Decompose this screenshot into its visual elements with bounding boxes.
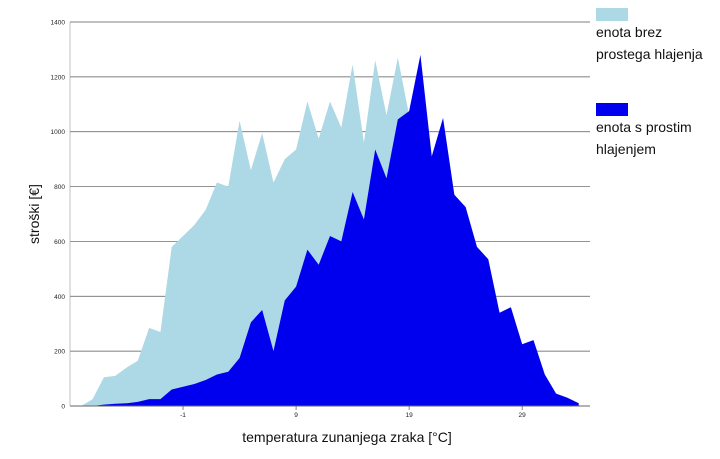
legend-item-brez: enota brez prostega hlajenja [596, 8, 716, 65]
y-tick-label: 1000 [51, 129, 66, 136]
legend-label-prostim: enota s prostim hlajenjem [596, 119, 692, 157]
y-axis-title: stroški [€] [26, 184, 42, 244]
y-tick-label: 600 [54, 239, 65, 246]
x-axis-title: temperatura zunanjega zraka [°C] [242, 429, 452, 445]
legend-item-prostim: enota s prostim hlajenjem [596, 103, 716, 160]
x-tick-labels: -1 9 19 29 [180, 406, 526, 419]
legend-swatch-prostim [596, 103, 628, 116]
legend-2: enota s prostim hlajenjem [596, 103, 716, 160]
series-areas [81, 54, 579, 407]
series-area-1 [81, 54, 579, 407]
y-tick-label: 200 [54, 349, 65, 356]
x-tick-label: 9 [294, 412, 298, 419]
y-tick-label: 1200 [51, 74, 66, 81]
y-tick-label: 0 [61, 404, 65, 411]
legend-label-brez: enota brez prostega hlajenja [596, 24, 703, 62]
y-tick-label: 800 [54, 184, 65, 191]
legend: enota brez prostega hlajenja [596, 8, 716, 65]
y-tick-label: 400 [54, 294, 65, 301]
y-tick-label: 1400 [51, 20, 66, 27]
y-tick-labels: 0 200 400 600 800 1000 1200 1400 [51, 20, 66, 411]
x-tick-label: 29 [519, 412, 527, 419]
x-tick-label: -1 [180, 412, 186, 419]
x-tick-label: 19 [406, 412, 414, 419]
legend-swatch-brez [596, 8, 628, 21]
